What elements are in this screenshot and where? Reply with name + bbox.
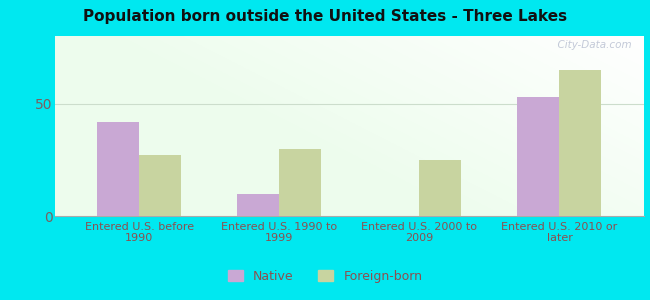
Bar [419,160,461,216]
Bar [560,70,601,216]
Bar [139,155,181,216]
Text: City-Data.com: City-Data.com [551,40,632,50]
Bar [98,122,139,216]
Text: Population born outside the United States - Three Lakes: Population born outside the United State… [83,9,567,24]
Bar [517,97,560,216]
Legend: Native, Foreign-born: Native, Foreign-born [223,265,427,288]
Bar [237,194,280,216]
Bar [280,148,321,216]
